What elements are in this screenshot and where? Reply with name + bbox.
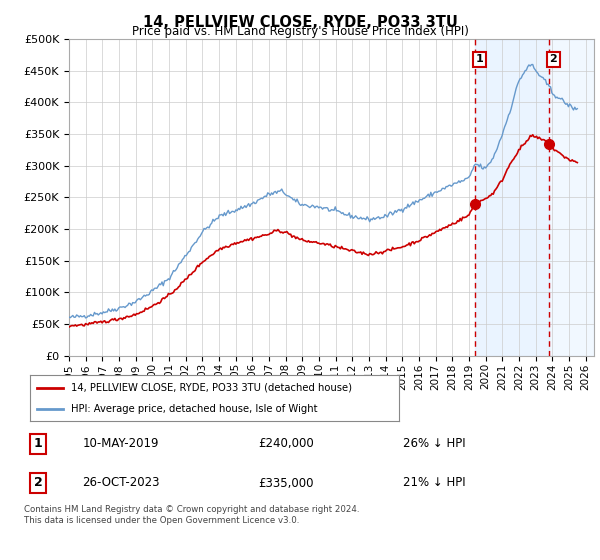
Bar — [550, 39, 594, 356]
Text: 2: 2 — [34, 477, 43, 489]
Text: 26% ↓ HPI: 26% ↓ HPI — [403, 437, 466, 450]
Bar — [550, 39, 594, 356]
Text: 21% ↓ HPI: 21% ↓ HPI — [403, 477, 466, 489]
Text: Price paid vs. HM Land Registry's House Price Index (HPI): Price paid vs. HM Land Registry's House … — [131, 25, 469, 38]
Text: HPI: Average price, detached house, Isle of Wight: HPI: Average price, detached house, Isle… — [71, 404, 317, 414]
Text: 10-MAY-2019: 10-MAY-2019 — [83, 437, 159, 450]
Text: Contains HM Land Registry data © Crown copyright and database right 2024.
This d: Contains HM Land Registry data © Crown c… — [24, 505, 359, 525]
Text: 14, PELLVIEW CLOSE, RYDE, PO33 3TU: 14, PELLVIEW CLOSE, RYDE, PO33 3TU — [143, 15, 457, 30]
Text: 1: 1 — [475, 54, 483, 64]
Text: 1: 1 — [34, 437, 43, 450]
Text: £240,000: £240,000 — [259, 437, 314, 450]
Text: £335,000: £335,000 — [259, 477, 314, 489]
Bar — [475, 39, 550, 356]
Text: 26-OCT-2023: 26-OCT-2023 — [83, 477, 160, 489]
Text: 2: 2 — [550, 54, 557, 64]
Text: 14, PELLVIEW CLOSE, RYDE, PO33 3TU (detached house): 14, PELLVIEW CLOSE, RYDE, PO33 3TU (deta… — [71, 382, 352, 393]
